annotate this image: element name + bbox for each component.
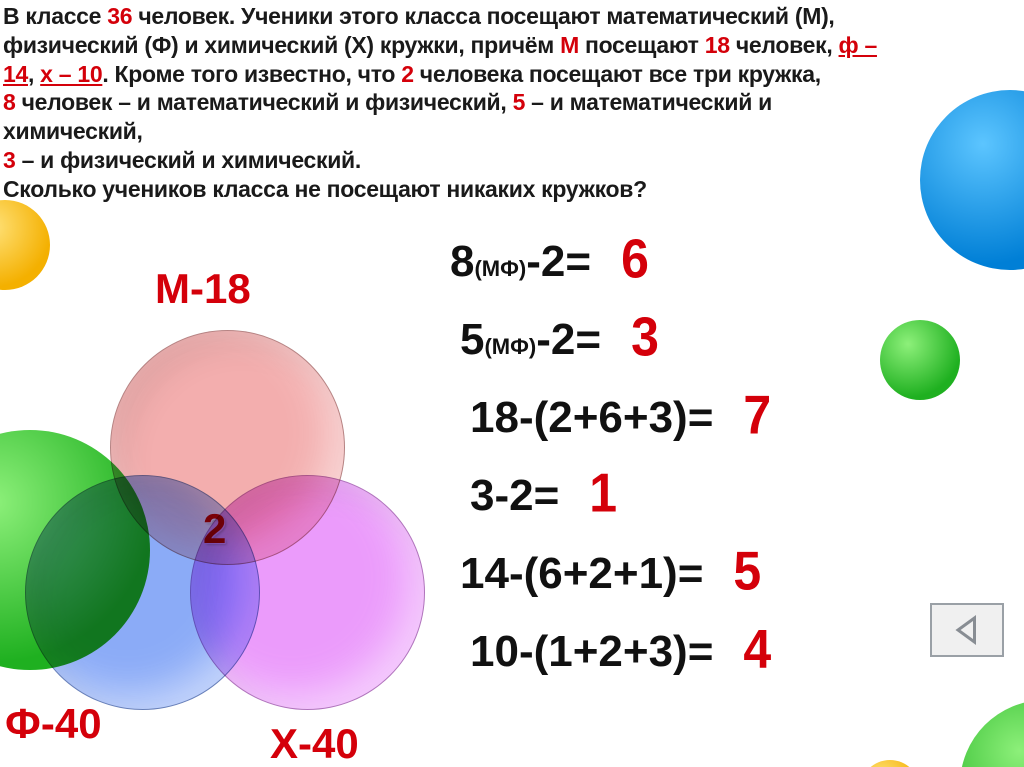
solution-equations: 8(МФ)-2= 6 5(МФ)-2= 3 18-(2+6+3)= 7 3-2= 1 14-(6… bbox=[450, 230, 1010, 698]
equation-row: 10-(1+2+3)= 4 bbox=[450, 620, 1010, 678]
problem-text-fragment: , bbox=[28, 61, 40, 87]
equation-row: 8(МФ)-2= 6 bbox=[450, 230, 1010, 288]
equation-row: 14-(6+2+1)= 5 bbox=[450, 542, 1010, 600]
equation-answer: 1 bbox=[589, 461, 617, 525]
problem-text-fragment: 3 bbox=[3, 147, 16, 173]
triangle-left-icon bbox=[949, 612, 985, 648]
equation-answer: 7 bbox=[743, 383, 771, 447]
equation-answer: 4 bbox=[743, 617, 771, 681]
problem-text-fragment: х – 10 bbox=[40, 61, 102, 87]
problem-text-fragment: человек, bbox=[730, 32, 839, 58]
equation-row: 3-2= 1 bbox=[450, 464, 1010, 522]
problem-text-fragment: 36 bbox=[107, 3, 132, 29]
problem-text-fragment: 5 bbox=[513, 89, 526, 115]
problem-text-fragment: М bbox=[560, 32, 579, 58]
problem-text-fragment: Сколько учеников класса не посещают ника… bbox=[3, 176, 647, 202]
problem-text-fragment: – и физический и химический. bbox=[16, 147, 361, 173]
decorative-bubble bbox=[960, 700, 1024, 767]
problem-text-fragment: 18 bbox=[705, 32, 730, 58]
equation-lhs: 8(МФ)-2= bbox=[450, 237, 591, 287]
equation-row: 18-(2+6+3)= 7 bbox=[450, 386, 1010, 444]
equation-lhs: 10-(1+2+3)= bbox=[470, 627, 713, 677]
problem-text-fragment: 8 bbox=[3, 89, 16, 115]
problem-text-fragment: посещают bbox=[579, 32, 705, 58]
equation-answer: 5 bbox=[733, 539, 761, 603]
decorative-bubble bbox=[0, 200, 50, 290]
problem-text-fragment: 2 bbox=[401, 61, 414, 87]
equation-answer: 3 bbox=[631, 305, 659, 369]
venn-diagram: 2 bbox=[15, 310, 435, 730]
decorative-bubble bbox=[860, 760, 920, 767]
equation-lhs: 18-(2+6+3)= bbox=[470, 393, 713, 443]
equation-lhs: 14-(6+2+1)= bbox=[460, 549, 703, 599]
venn-label: М-18 bbox=[155, 265, 251, 313]
equation-lhs: 3-2= bbox=[470, 471, 559, 521]
equation-row: 5(МФ)-2= 3 bbox=[450, 308, 1010, 366]
problem-text-fragment: В классе bbox=[3, 3, 107, 29]
problem-text-fragment: человек – и математический и физический, bbox=[16, 89, 513, 115]
venn-circle-X bbox=[190, 475, 425, 710]
venn-label: Ф-40 bbox=[5, 700, 102, 748]
venn-label: Х-40 bbox=[270, 720, 359, 767]
back-button[interactable] bbox=[930, 603, 1004, 657]
equation-answer: 6 bbox=[621, 227, 649, 291]
problem-text-fragment: . Кроме того известно, что bbox=[102, 61, 401, 87]
problem-statement: В классе 36 человек. Ученики этого класс… bbox=[3, 2, 903, 203]
problem-text-fragment: человека посещают все три кружка, bbox=[414, 61, 821, 87]
equation-lhs: 5(МФ)-2= bbox=[460, 315, 601, 365]
